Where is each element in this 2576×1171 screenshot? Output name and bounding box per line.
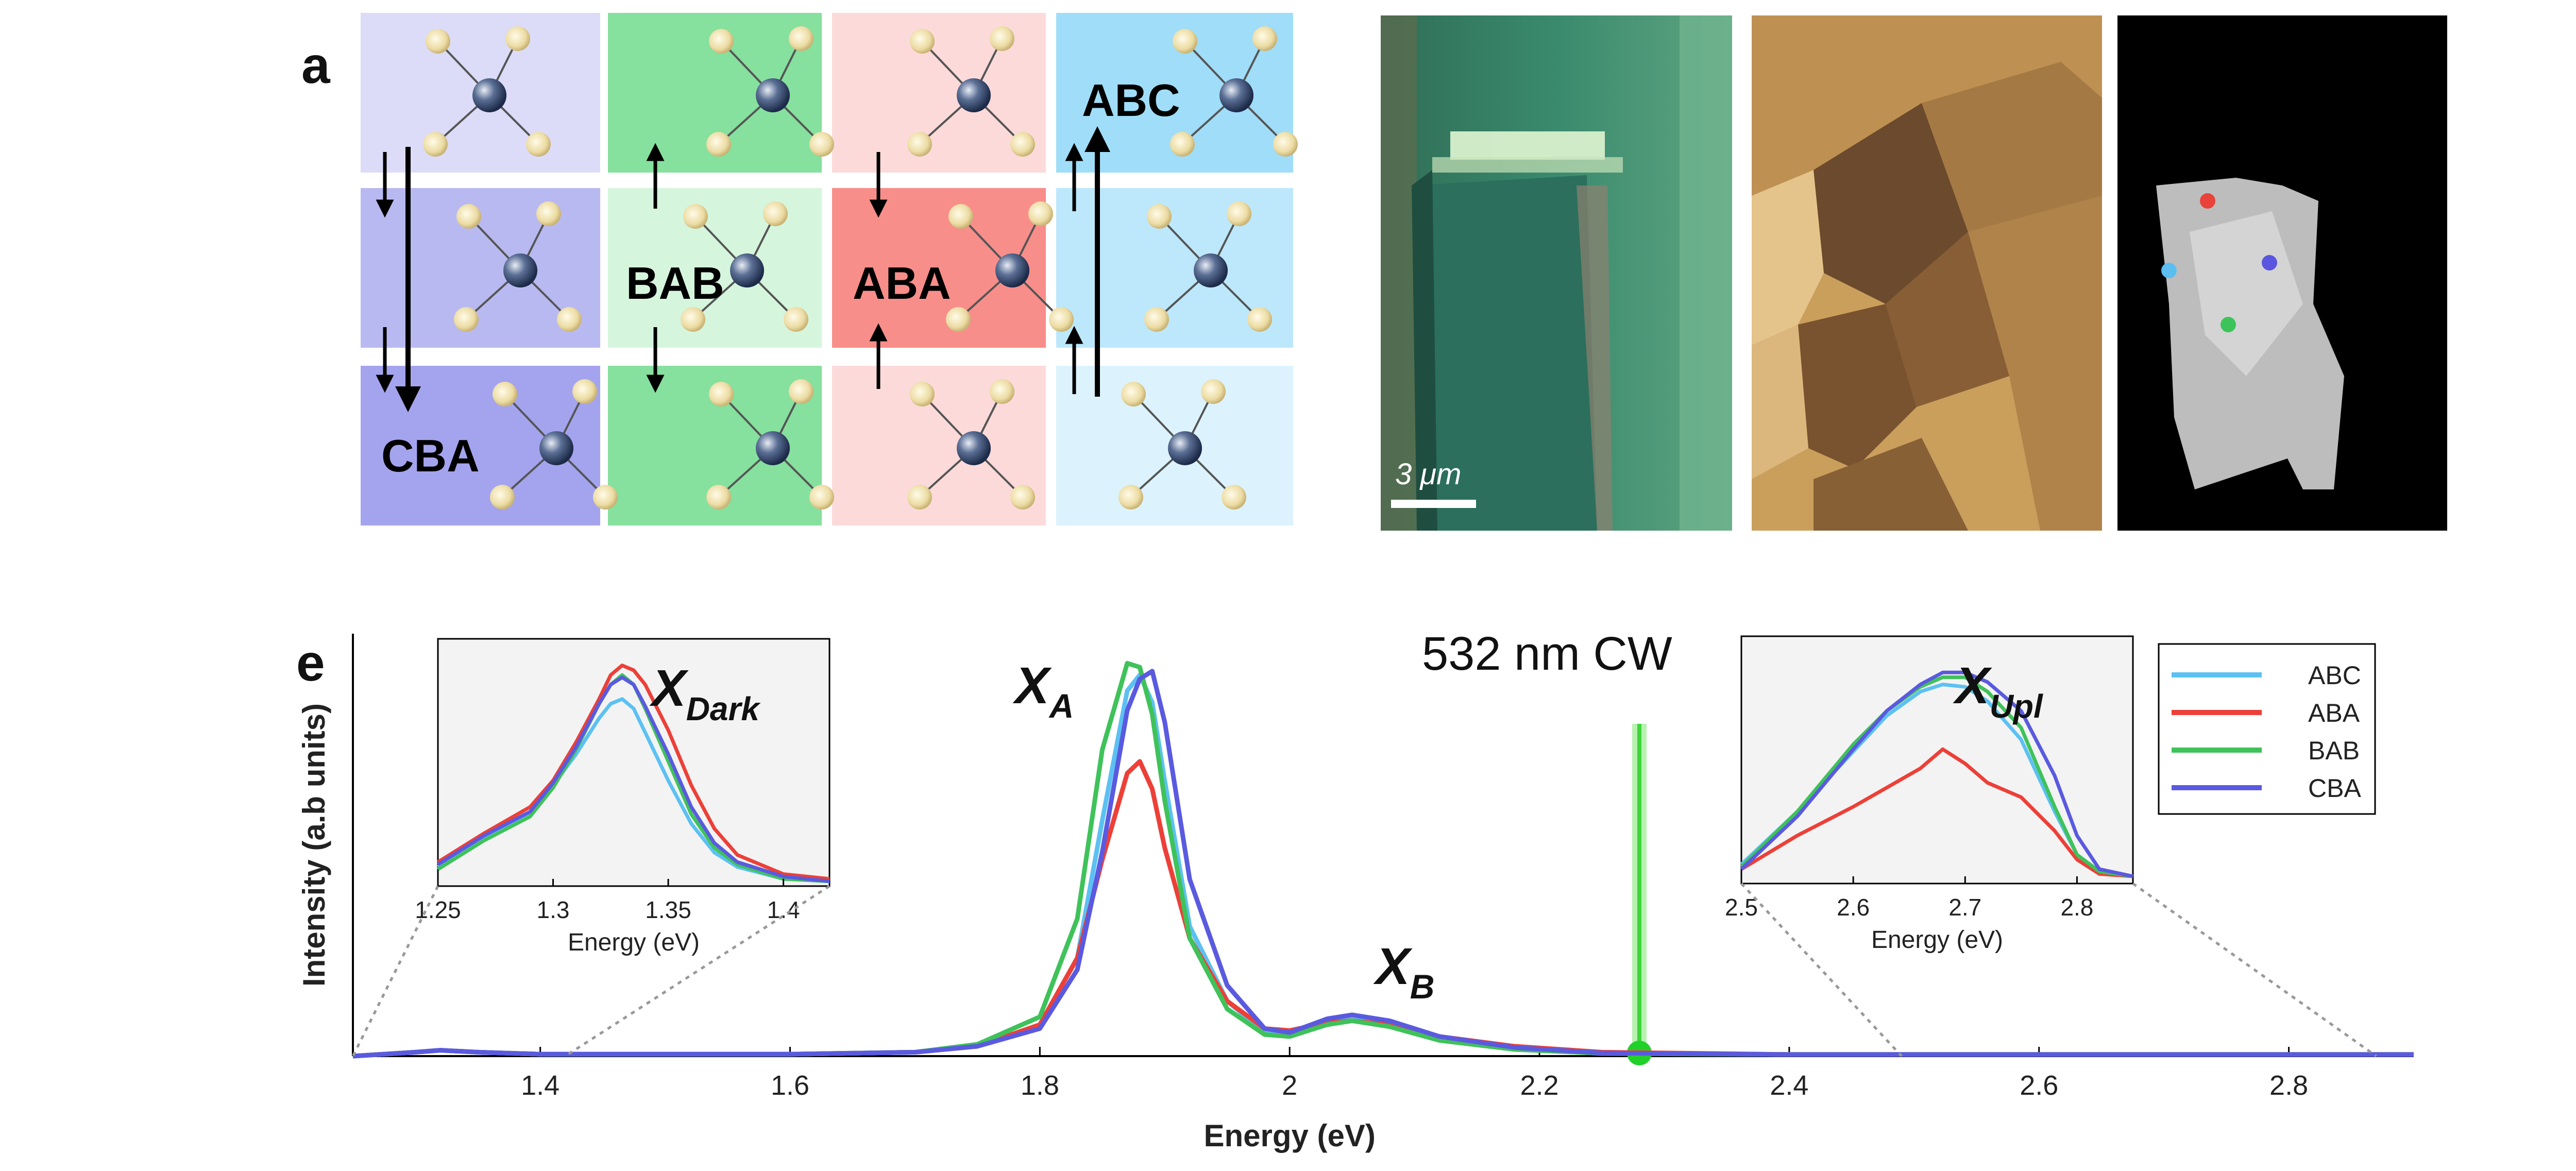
stack-label-bab: BAB — [626, 258, 724, 309]
inset-tick-label: 2.5 — [1725, 894, 1758, 921]
scale-bar-label: 3 μm — [1395, 457, 1461, 491]
x-tick-label: 2.4 — [1770, 1070, 1808, 1101]
x-tick-label: 2.8 — [2269, 1070, 2308, 1101]
mx2-molecule-abc-3 — [1118, 379, 1246, 510]
inset-series-aba — [437, 664, 830, 881]
inset-tick-label: 1.4 — [767, 896, 800, 923]
mx2-molecule-aba-2 — [946, 201, 1074, 332]
zoom-line — [1740, 883, 1903, 1057]
peak-label-xb: XB — [1373, 938, 1434, 1006]
legend-label-bab: BAB — [2308, 736, 2360, 765]
x-tick-label: 2.2 — [1520, 1070, 1558, 1101]
pl-point-abc — [2161, 263, 2177, 278]
stacking-grid: CBA BAB ABA ABC — [361, 13, 1298, 525]
inset-title: XDark — [649, 659, 761, 727]
mx2-molecule-bab-2 — [681, 201, 808, 332]
inset-e-inset-left: 1.25 1.3 1.35 1.4 Energy (eV) XDark — [415, 638, 831, 956]
optical-image-b: 3 μm — [1381, 15, 1732, 531]
scale-bar — [1391, 500, 1476, 508]
inset-e-inset-right: 2.5 2.6 2.7 2.8 Energy (eV) XUpl — [1725, 635, 2134, 954]
x-tick-label: 1.8 — [1021, 1070, 1059, 1101]
stack-label-abc: ABC — [1082, 75, 1180, 126]
legend-label-cba: CBA — [2308, 774, 2361, 803]
inset-tick-label: 1.3 — [537, 896, 570, 923]
inset-tick-label: 1.25 — [415, 896, 461, 923]
mx2-molecule-abc-2 — [1144, 201, 1272, 332]
inset-tick-label: 2.7 — [1948, 894, 1981, 921]
x-tick-label: 1.4 — [521, 1070, 560, 1101]
legend-label-abc: ABC — [2308, 661, 2361, 690]
pl-point-bab — [2221, 317, 2236, 332]
inset-series-bab — [1740, 675, 2133, 878]
peak-label-xa: XA — [1012, 657, 1074, 725]
laser-line — [1637, 724, 1641, 1056]
x-tick-label: 2.6 — [2020, 1070, 2058, 1101]
inset-title: XUpl — [1953, 657, 2043, 725]
inset-x-axis-label: Energy (eV) — [568, 929, 700, 956]
mx2-molecule-abc-1 — [1170, 26, 1298, 157]
stack-label-aba: ABA — [853, 258, 951, 309]
pl-map-d — [2117, 15, 2447, 531]
zoom-line — [351, 885, 439, 1057]
mx2-molecule-cba-2 — [454, 201, 582, 332]
y-axis-label: Intensity (a.b units) — [297, 703, 331, 987]
inset-series-aba — [1740, 747, 2133, 878]
legend-label-aba: ABA — [2308, 699, 2360, 727]
pl-point-cba — [2262, 255, 2277, 270]
panel-label-a: a — [301, 37, 330, 94]
mx2-molecule-aba-1 — [907, 26, 1035, 157]
zoom-line — [2132, 882, 2377, 1058]
inset-series-cba — [1740, 670, 2133, 878]
mx2-molecule-cba-3 — [490, 379, 618, 510]
afm-image-c — [1752, 15, 2102, 531]
zoom-line — [564, 885, 831, 1058]
inset-series-cba — [437, 675, 830, 884]
inset-tick-label: 1.35 — [645, 896, 691, 923]
legend: ABC ABA BAB CBA — [2158, 643, 2376, 815]
mx2-molecule-aba-3 — [907, 379, 1035, 510]
inset-tick-label: 2.6 — [1837, 894, 1870, 921]
mx2-molecule-cba-1 — [423, 26, 551, 157]
laser-annotation: 532 nm CW — [1422, 627, 1672, 680]
mx2-molecule-bab-3 — [706, 379, 834, 510]
pl-point-aba — [2200, 193, 2215, 209]
x-tick-label: 1.6 — [771, 1070, 809, 1101]
x-tick-label: 2 — [1282, 1070, 1297, 1101]
inset-tick-label: 2.8 — [2060, 894, 2093, 921]
panel-label-e: e — [296, 634, 325, 692]
x-axis-label: Energy (eV) — [1204, 1118, 1375, 1153]
pl-spectrum-chart: 1.4 1.6 1.8 2 2.2 2.4 2.6 2.8 Energy (eV) Intensi… — [297, 627, 2414, 1153]
stack-label-cba: CBA — [381, 430, 480, 481]
inset-x-axis-label: Energy (eV) — [1871, 926, 2003, 954]
mx2-molecule-bab-1 — [706, 26, 834, 157]
series-line-cba — [352, 669, 2414, 1059]
